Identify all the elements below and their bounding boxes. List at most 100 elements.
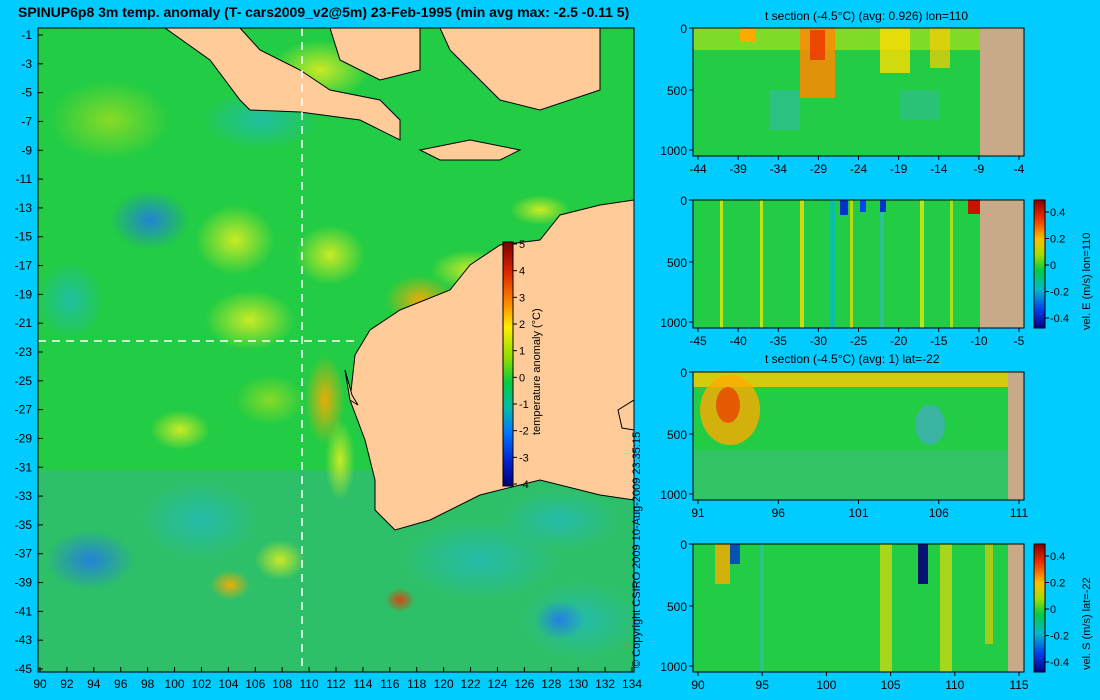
map-lon-tick-label: 92 bbox=[60, 677, 74, 691]
map-lon-tick-label: 110 bbox=[300, 677, 319, 691]
panel-x-tick-label: 101 bbox=[848, 506, 868, 520]
land-sulawesi bbox=[439, 28, 601, 111]
panel-x-tick-label: 111 bbox=[1010, 506, 1029, 520]
map-lat-tick-label: -11 bbox=[16, 172, 33, 186]
map-lon-tick-label: 120 bbox=[434, 677, 454, 691]
land-borneo bbox=[329, 28, 421, 81]
panel-colorbar-tick-label: 0.2 bbox=[1050, 234, 1065, 246]
panel-x-tick-label: 90 bbox=[691, 678, 705, 692]
panel-y-tick-label: 500 bbox=[667, 84, 687, 98]
map-lon-tick-label: 122 bbox=[461, 677, 481, 691]
panel-x-tick-label: -9 bbox=[974, 162, 985, 176]
map-lat-tick-label: -45 bbox=[15, 662, 33, 676]
panel-y-tick-label: 500 bbox=[667, 256, 687, 270]
panel-x-tick-label: -15 bbox=[930, 334, 948, 348]
panel-x-tick-label: -29 bbox=[810, 162, 828, 176]
map-lon-tick-label: 96 bbox=[114, 677, 128, 691]
panel-x-tick-label: -4 bbox=[1014, 162, 1025, 176]
map-lon-tick-label: 126 bbox=[514, 677, 534, 691]
map-colorbar-tick-label: 5 bbox=[519, 239, 525, 251]
panel-t-section-lat bbox=[692, 371, 1025, 501]
panel-colorbar-tick-label: -0.4 bbox=[1050, 313, 1069, 325]
panel-x-tick-label: -44 bbox=[689, 162, 707, 176]
panel-4-colorbar-label: vel. S (m/s) lat=-22 bbox=[1081, 577, 1093, 670]
map-colorbar-tick-label: 4 bbox=[519, 266, 525, 278]
panel-colorbar-tick-label: 0.2 bbox=[1050, 578, 1065, 590]
panel-y-tick-label: 0 bbox=[680, 194, 687, 208]
map-colorbar-tick-label: -1 bbox=[519, 399, 529, 411]
land-lesser-sunda bbox=[418, 139, 522, 161]
map-lon-ticks: 90 92 94 96 98 100 102 104 106 108 110 112 114 116 118… bbox=[33, 667, 642, 691]
panel-2-field bbox=[693, 200, 1024, 328]
panel-3-title: t section (-4.5°C) (avg: 1) lat=-22 bbox=[765, 352, 940, 366]
panel-x-tick-label: -40 bbox=[729, 334, 747, 348]
panel-vel-s-lat bbox=[692, 543, 1046, 673]
panel-x-tick-label: 96 bbox=[772, 506, 786, 520]
map-lon-tick-label: 94 bbox=[87, 677, 101, 691]
map-lon-tick-label: 124 bbox=[487, 677, 507, 691]
map-lat-tick-label: -29 bbox=[15, 431, 33, 445]
panel-x-tick-label: -34 bbox=[770, 162, 788, 176]
map-lat-tick-label: -41 bbox=[15, 604, 33, 618]
panel-3-land bbox=[1008, 372, 1024, 500]
map-lat-tick-label: -43 bbox=[15, 633, 33, 647]
map-lon-tick-label: 132 bbox=[595, 677, 615, 691]
panel-x-tick-label: -35 bbox=[770, 334, 788, 348]
map-lat-tick-label: -25 bbox=[15, 374, 33, 388]
panel-x-tick-label: -14 bbox=[930, 162, 948, 176]
land-sumatra-java bbox=[164, 28, 401, 141]
panel-x-tick-label: 100 bbox=[816, 678, 836, 692]
map-lon-tick-label: 98 bbox=[141, 677, 155, 691]
map-lat-tick-label: -39 bbox=[15, 576, 33, 590]
panel-x-tick-label: 95 bbox=[756, 678, 770, 692]
map-lat-ticks: -1 -3 -5 -7 -9 -11 -13 -15 -17 -19 -21 -23 -25 -27 -29… bbox=[15, 28, 43, 676]
map-lon-tick-label: 118 bbox=[407, 677, 426, 691]
panel-y-tick-label: 1000 bbox=[660, 488, 687, 502]
panel-colorbar-tick-label: 0 bbox=[1050, 260, 1056, 272]
map-colorbar-scale bbox=[502, 241, 514, 487]
map-colorbar-tick-label: 2 bbox=[519, 319, 525, 331]
panel-1-title: t section (-4.5°C) (avg: 0.926) lon=110 bbox=[765, 9, 969, 23]
map-colorbar-tick-label: 0 bbox=[519, 372, 525, 384]
map-colorbar-tick-label: 3 bbox=[519, 292, 525, 304]
page-title: SPINUP6p8 3m temp. anomaly (T- cars2009_… bbox=[18, 4, 630, 20]
panel-y-tick-label: 1000 bbox=[660, 144, 687, 158]
panel-x-tick-label: -39 bbox=[729, 162, 747, 176]
map-colorbar-ticks: 5 4 3 2 1 0 -1 -2 -3 -4 bbox=[513, 239, 529, 491]
map-lat-tick-label: -23 bbox=[15, 345, 33, 359]
map-colorbar: 5 4 3 2 1 0 -1 -2 -3 -4 bbox=[502, 239, 529, 491]
map-colorbar-tick-label: -3 bbox=[519, 452, 529, 464]
copyright-notice: © Copyright CSIRO 2009 10-Aug-2009 23:35… bbox=[631, 431, 643, 668]
map-lat-tick-label: -35 bbox=[15, 518, 33, 532]
map-lat-tick-label: -37 bbox=[15, 547, 33, 561]
map-lat-tick-label: -5 bbox=[21, 86, 32, 100]
panel-colorbar-tick-label: 0.4 bbox=[1050, 207, 1065, 219]
panel-colorbar-tick-label: -0.4 bbox=[1050, 657, 1069, 669]
panel-x-tick-label: -20 bbox=[890, 334, 908, 348]
map-lat-tick-label: -3 bbox=[21, 57, 32, 71]
panel-1-land bbox=[980, 28, 1024, 156]
map-colorbar-tick-label: -4 bbox=[519, 479, 529, 491]
panel-x-tick-label: 91 bbox=[691, 506, 705, 520]
panel-t-section-lon bbox=[692, 27, 1025, 157]
panel-x-tick-label: -5 bbox=[1014, 334, 1025, 348]
map-lon-tick-label: 106 bbox=[245, 677, 265, 691]
map-lat-tick-label: -21 bbox=[15, 316, 33, 330]
panel-colorbar-tick-label: 0.4 bbox=[1050, 551, 1065, 563]
map-lat-tick-label: -13 bbox=[15, 201, 33, 215]
map-lon-tick-label: 128 bbox=[541, 677, 561, 691]
map-lat-tick-label: -27 bbox=[15, 403, 33, 417]
map-lon-tick-label: 104 bbox=[218, 677, 238, 691]
panel-4-colorbar bbox=[1033, 543, 1046, 673]
panel-x-tick-label: -10 bbox=[970, 334, 988, 348]
panel-y-tick-label: 1000 bbox=[660, 316, 687, 330]
map-lon-tick-label: 116 bbox=[380, 677, 399, 691]
panel-4-field bbox=[693, 544, 1024, 672]
panel-y-tick-label: 1000 bbox=[660, 660, 687, 674]
map-lat-tick-label: -7 bbox=[21, 114, 32, 128]
panel-y-tick-label: 500 bbox=[667, 428, 687, 442]
map-colorbar-tick-label: 1 bbox=[519, 346, 525, 358]
panel-x-tick-label: -25 bbox=[850, 334, 868, 348]
